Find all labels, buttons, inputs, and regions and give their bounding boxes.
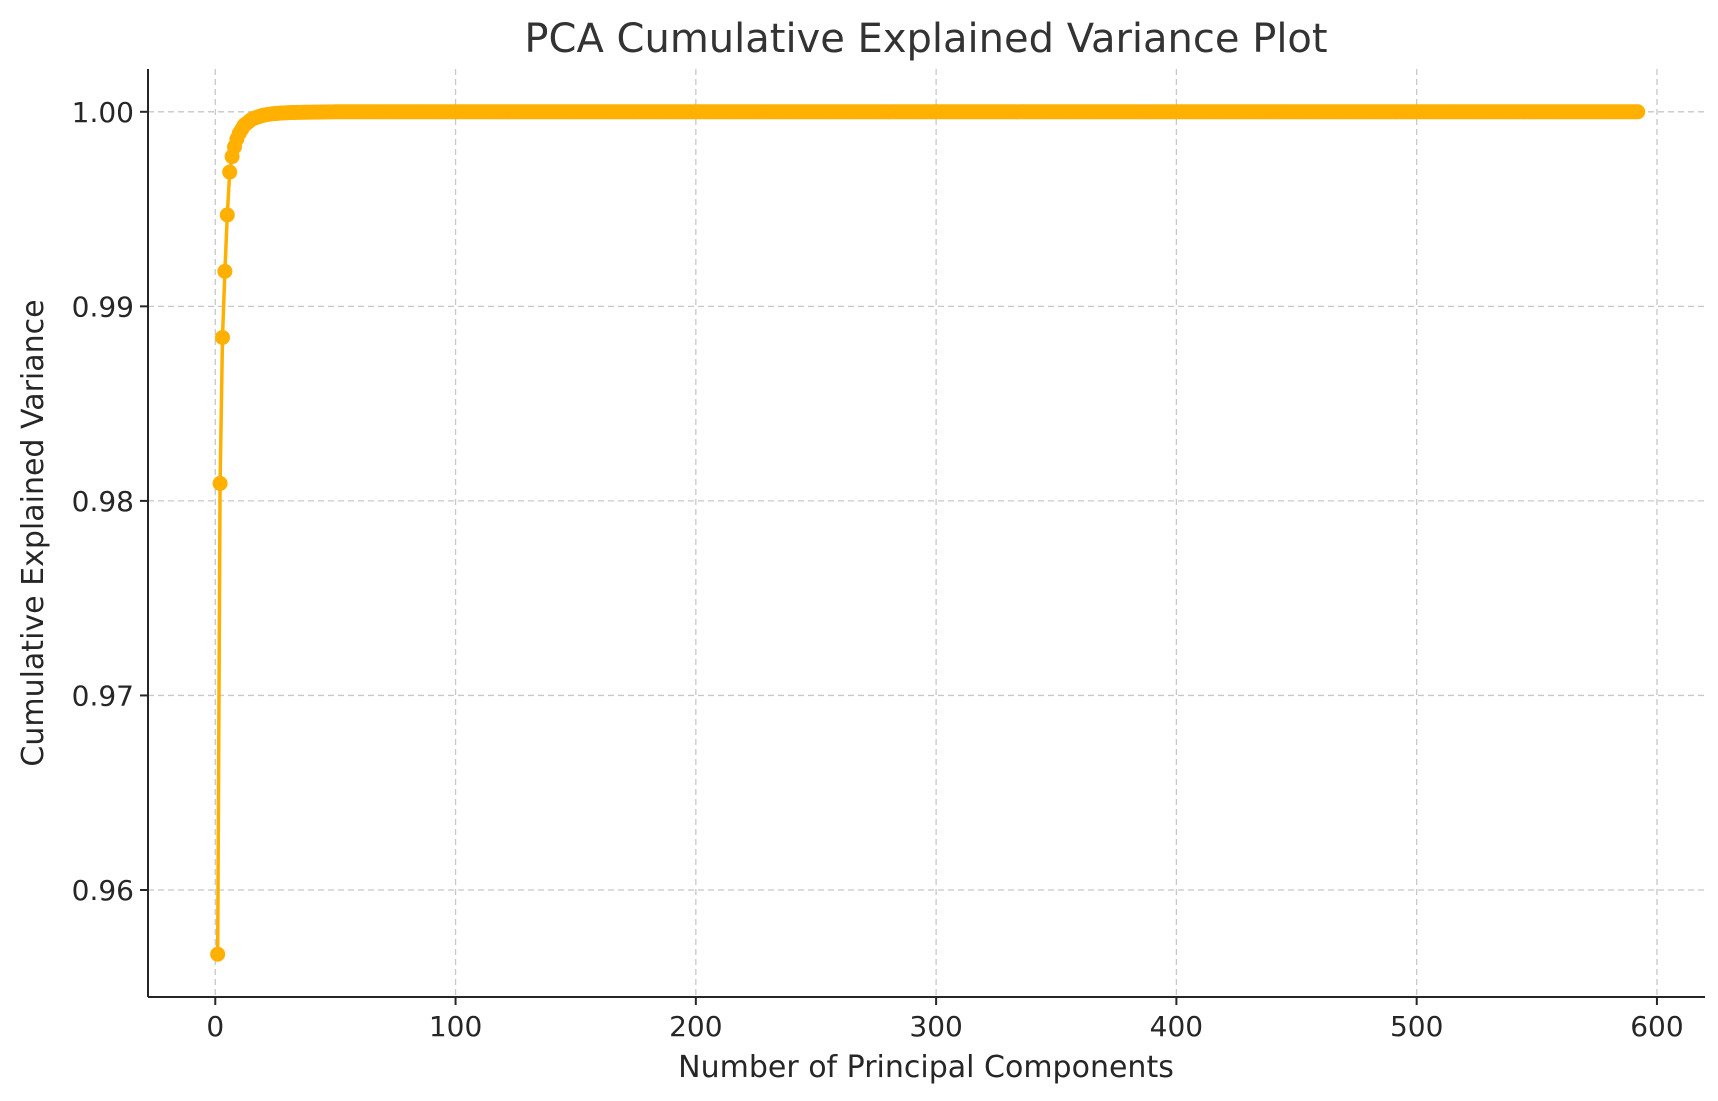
y-tick-label: 0.98 — [72, 485, 134, 518]
x-tick-label: 300 — [909, 1010, 962, 1043]
x-tick-label: 100 — [429, 1010, 482, 1043]
x-tick-label: 500 — [1390, 1010, 1443, 1043]
y-axis-ticks: 0.96 0.97 0.98 0.99 1.00 — [72, 96, 148, 907]
x-tick-label: 200 — [669, 1010, 722, 1043]
chart-title: PCA Cumulative Explained Variance Plot — [524, 16, 1327, 62]
series-line — [215, 110, 1638, 955]
data-point — [212, 475, 228, 491]
data-point — [214, 329, 230, 345]
x-tick-label: 600 — [1630, 1010, 1683, 1043]
y-tick-label: 1.00 — [72, 96, 134, 129]
grid-lines — [148, 69, 1705, 997]
data-point — [219, 207, 235, 223]
data-point — [1630, 104, 1646, 120]
y-tick-label: 0.97 — [72, 679, 134, 712]
data-point — [217, 263, 233, 279]
data-point — [222, 164, 238, 180]
y-tick-label: 0.99 — [72, 290, 134, 323]
x-axis-ticks: 0 100 200 300 400 500 600 — [206, 997, 1684, 1043]
x-tick-label: 0 — [206, 1010, 224, 1043]
series-layer — [210, 104, 1646, 962]
y-tick-label: 0.96 — [72, 874, 134, 907]
x-axis-label: Number of Principal Components — [678, 1050, 1174, 1085]
x-tick-label: 400 — [1150, 1010, 1203, 1043]
data-point — [210, 946, 226, 962]
y-axis-label: Cumulative Explained Variance — [16, 299, 51, 766]
